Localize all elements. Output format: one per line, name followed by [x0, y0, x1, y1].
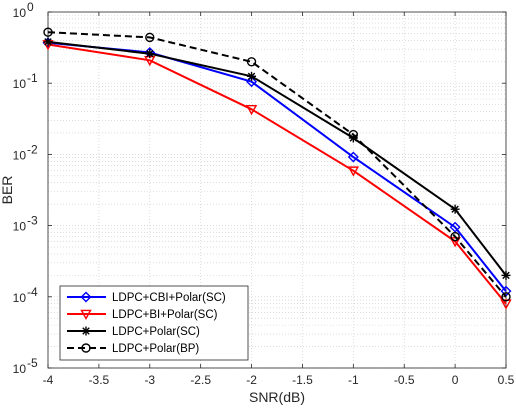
- y-tick-exponent: 0: [27, 0, 34, 14]
- legend-item: LDPC+Polar(BP): [67, 343, 199, 355]
- grid: [47, 12, 507, 369]
- series-line: [47, 43, 507, 305]
- legend: LDPC+CBI+Polar(SC) LDPC+BI+Polar(SC) LDPC+…: [59, 285, 249, 361]
- x-axis-ticks: -4 -3.5 -3 -2.5 -2 -1.5 -1 -0.5 0 0.5: [43, 12, 515, 387]
- data-point-diamond: [347, 151, 359, 163]
- data-point-triangle: [245, 104, 258, 116]
- legend-label: LDPC+BI+Polar(SC): [112, 309, 218, 321]
- data-point-circle: [348, 129, 359, 140]
- data-point-asterisk: [501, 270, 511, 280]
- y-tick-exponent: -4: [27, 285, 38, 299]
- plot-area-frame: [47, 11, 507, 369]
- data-point-triangle: [80, 309, 92, 320]
- data-point-triangle: [347, 166, 360, 177]
- y-tick-exponent: -1: [27, 71, 38, 85]
- x-tick-label: -1: [348, 373, 359, 387]
- y-tick-label: 10: [13, 362, 27, 376]
- data-point-circle: [145, 32, 155, 43]
- legend-label: LDPC+Polar(SC): [112, 326, 200, 338]
- data-point-circle: [81, 343, 91, 353]
- y-tick-exponent: -2: [27, 142, 38, 156]
- data-point-circle: [246, 57, 257, 67]
- data-point-circle: [43, 27, 53, 37]
- legend-item: LDPC+CBI+Polar(SC): [67, 291, 226, 304]
- x-tick-label: 0.5: [498, 373, 515, 387]
- x-tick-label: -3: [144, 373, 155, 387]
- x-tick-label: -0.5: [394, 373, 415, 387]
- x-tick-label: -4: [43, 373, 54, 387]
- y-axis-label: BER: [0, 176, 15, 205]
- x-tick-label: -1.5: [292, 373, 313, 387]
- legend-item: LDPC+BI+Polar(SC): [67, 309, 218, 321]
- y-tick-exponent: -3: [27, 214, 38, 228]
- data-point-circle: [450, 231, 460, 242]
- y-tick-label: 10: [13, 148, 27, 162]
- data-point-diamond: [80, 291, 92, 303]
- data-point-diamond: [449, 221, 461, 233]
- data-point-asterisk: [81, 326, 91, 336]
- legend-label: LDPC+Polar(BP): [112, 343, 199, 355]
- series-4: [43, 27, 511, 302]
- data-point-circle: [501, 292, 511, 302]
- data-point-diamond: [246, 76, 258, 88]
- series-line: [47, 31, 507, 298]
- x-tick-label: -2.5: [190, 373, 211, 387]
- x-tick-label: -2: [246, 373, 257, 387]
- data-point-asterisk: [247, 71, 257, 81]
- y-tick-label: 10: [13, 77, 27, 91]
- x-axis-label: SNR(dB): [249, 389, 305, 405]
- series-line: [47, 40, 507, 277]
- y-tick-label: 10: [13, 6, 27, 20]
- y-tick-label: 10: [13, 220, 27, 234]
- data-point-asterisk: [43, 37, 53, 47]
- series-lines: [42, 27, 512, 310]
- data-point-asterisk: [450, 204, 460, 214]
- x-tick-label: 0: [452, 373, 459, 387]
- y-tick-exponent: -5: [27, 356, 38, 370]
- y-tick-label: 10: [13, 291, 27, 305]
- legend-label: LDPC+CBI+Polar(SC): [112, 292, 226, 304]
- data-point-asterisk: [145, 49, 155, 59]
- legend-item: LDPC+Polar(SC): [67, 326, 200, 338]
- x-tick-label: -3.5: [89, 373, 110, 387]
